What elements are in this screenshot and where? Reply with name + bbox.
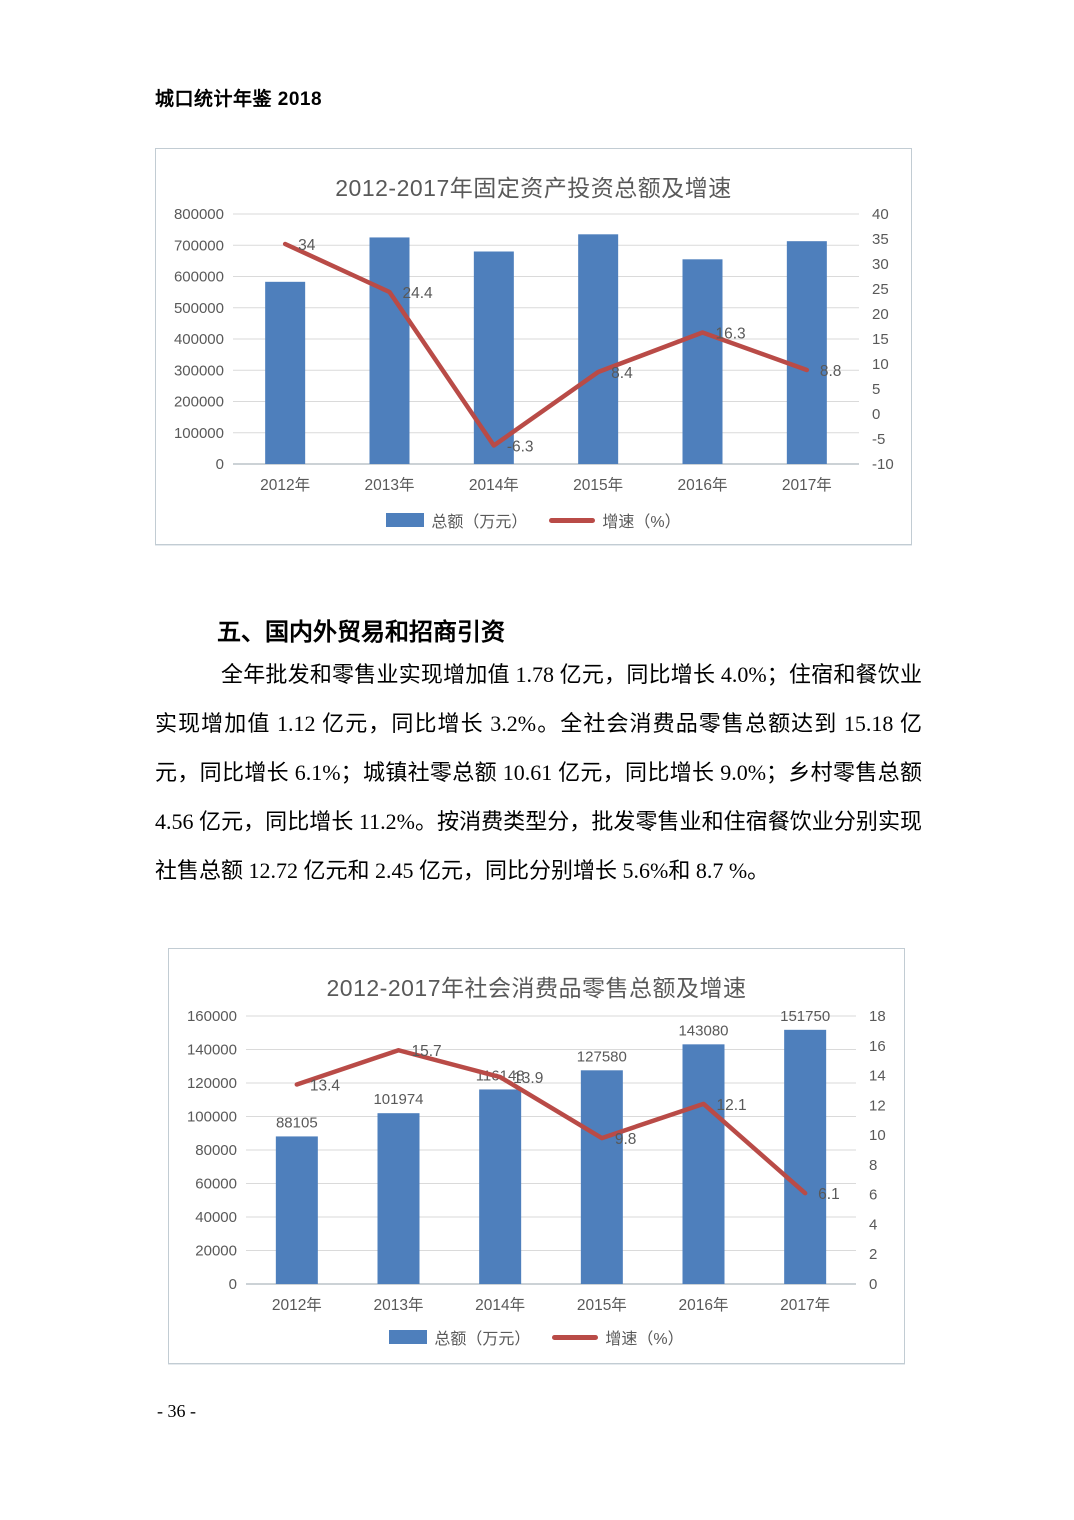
svg-text:15: 15 [872, 331, 889, 348]
chart-legend: 总额（万元） 增速（%） [169, 1325, 904, 1349]
svg-text:40: 40 [872, 206, 889, 223]
svg-text:8.8: 8.8 [820, 363, 842, 380]
svg-text:100000: 100000 [187, 1109, 237, 1126]
chart-retail-sales-panel: 2012-2017年社会消费品零售总额及增速 0 20000 40000 60000 8… [168, 948, 905, 1364]
legend-item-growth: 增速（%） [552, 1325, 684, 1349]
svg-text:88105: 88105 [276, 1114, 318, 1131]
svg-text:5: 5 [872, 381, 880, 398]
svg-text:0: 0 [216, 456, 224, 473]
svg-text:2017年: 2017年 [780, 1296, 830, 1314]
svg-text:100000: 100000 [174, 425, 224, 442]
chart-fixed-asset-investment-panel: 2012-2017年固定资产投资总额及增速 0 100000 200000 30000… [155, 148, 912, 545]
svg-text:140000: 140000 [187, 1042, 237, 1059]
svg-text:40000: 40000 [195, 1209, 237, 1226]
svg-text:600000: 600000 [174, 269, 224, 286]
chart-legend: 总额（万元） 增速（%） [156, 508, 911, 532]
yearbook-header-title: 城口统计年鉴 2018 [155, 89, 323, 110]
svg-text:-5: -5 [872, 431, 885, 448]
svg-text:143080: 143080 [678, 1022, 728, 1039]
legend-item-total: 总额（万元） [386, 508, 527, 532]
svg-text:-10: -10 [872, 456, 894, 473]
svg-text:200000: 200000 [174, 394, 224, 411]
svg-text:127580: 127580 [577, 1048, 627, 1065]
line-series-label: 增速（%） [605, 1331, 684, 1348]
svg-text:16.3: 16.3 [716, 326, 746, 343]
svg-text:800000: 800000 [174, 206, 224, 223]
svg-text:30: 30 [872, 256, 889, 273]
section-heading: 五、国内外贸易和招商引资 [217, 619, 505, 646]
svg-text:10: 10 [872, 356, 889, 373]
svg-text:160000: 160000 [187, 1008, 237, 1025]
svg-text:18: 18 [869, 1008, 886, 1025]
svg-text:25: 25 [872, 281, 889, 298]
bar-series-swatch-icon [389, 1330, 428, 1344]
svg-text:35: 35 [872, 231, 889, 248]
svg-text:10: 10 [869, 1127, 886, 1144]
svg-text:12: 12 [869, 1097, 886, 1114]
bar-series-label: 总额（万元） [434, 1331, 531, 1348]
retail-sales-chart-canvas: 0 20000 40000 60000 80000 100000 120000 140000 1… [187, 1008, 886, 1314]
bar-series-label: 总额（万元） [431, 514, 528, 531]
svg-text:8: 8 [869, 1157, 877, 1174]
svg-text:60000: 60000 [195, 1176, 237, 1193]
svg-text:13.4: 13.4 [310, 1077, 341, 1094]
svg-text:0: 0 [229, 1276, 237, 1293]
svg-text:2015年: 2015年 [577, 1296, 627, 1314]
svg-text:80000: 80000 [195, 1142, 237, 1159]
chart-title: 2012-2017年社会消费品零售总额及增速 [326, 975, 747, 1001]
svg-text:24.4: 24.4 [403, 285, 434, 302]
svg-text:2017年: 2017年 [782, 476, 832, 494]
svg-text:2013年: 2013年 [365, 476, 415, 494]
svg-text:20: 20 [872, 306, 889, 323]
trade-statistics-paragraph: 全年批发和零售业实现增加值 1.78 亿元，同比增长 4.0%；住宿和餐饮业实现… [155, 662, 922, 883]
svg-text:2015年: 2015年 [573, 476, 623, 494]
svg-text:120000: 120000 [187, 1075, 237, 1092]
svg-text:2012年: 2012年 [272, 1296, 322, 1314]
svg-text:400000: 400000 [174, 331, 224, 348]
line-series-swatch-icon [552, 1334, 599, 1340]
svg-text:2012年: 2012年 [260, 476, 310, 494]
svg-text:700000: 700000 [174, 237, 224, 254]
svg-text:0: 0 [869, 1276, 877, 1293]
svg-text:300000: 300000 [174, 362, 224, 379]
svg-text:4: 4 [869, 1216, 877, 1233]
svg-text:13.9: 13.9 [513, 1070, 543, 1087]
svg-text:0: 0 [872, 406, 880, 423]
svg-text:20000: 20000 [195, 1243, 237, 1260]
svg-text:101974: 101974 [373, 1091, 423, 1108]
svg-text:2: 2 [869, 1246, 877, 1263]
svg-text:15.7: 15.7 [412, 1043, 442, 1060]
svg-text:2016年: 2016年 [678, 476, 728, 494]
svg-text:12.1: 12.1 [717, 1097, 747, 1114]
svg-text:-6.3: -6.3 [507, 439, 534, 456]
svg-text:500000: 500000 [174, 300, 224, 317]
line-series-label: 增速（%） [602, 514, 681, 531]
svg-text:2014年: 2014年 [475, 1296, 525, 1314]
page-number: - 36 - [157, 1401, 196, 1421]
svg-text:9.8: 9.8 [615, 1131, 637, 1148]
line-series-swatch-icon [549, 517, 596, 523]
svg-text:16: 16 [869, 1038, 886, 1055]
svg-text:6.1: 6.1 [818, 1186, 840, 1203]
svg-text:2016年: 2016年 [679, 1296, 729, 1314]
svg-text:6: 6 [869, 1187, 877, 1204]
legend-item-growth: 增速（%） [549, 508, 681, 532]
svg-text:8.4: 8.4 [611, 365, 633, 382]
svg-text:14: 14 [869, 1068, 886, 1085]
svg-text:2014年: 2014年 [469, 476, 519, 494]
svg-text:151750: 151750 [780, 1008, 830, 1025]
bar-series-swatch-icon [386, 513, 425, 527]
svg-text:2013年: 2013年 [374, 1296, 424, 1314]
legend-item-total: 总额（万元） [389, 1325, 530, 1349]
fixed-asset-investment-chart-canvas: 0 100000 200000 300000 400000 500000 600000 700… [174, 206, 894, 494]
chart-title: 2012-2017年固定资产投资总额及增速 [335, 175, 732, 201]
svg-text:34: 34 [298, 237, 316, 254]
